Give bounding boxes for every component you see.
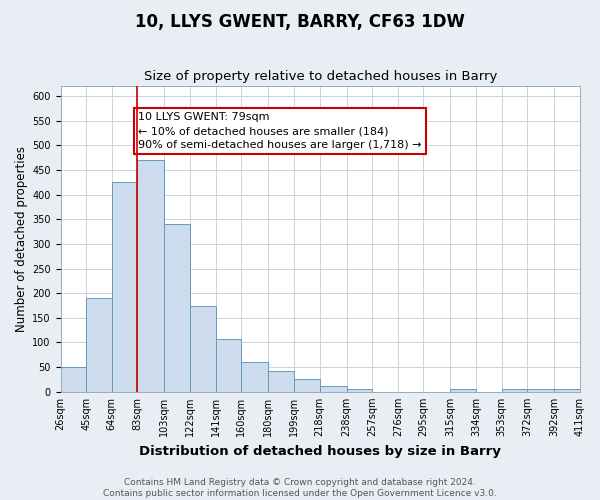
Bar (190, 306, 215, 392)
X-axis label: Distribution of detached houses by size in Barry: Distribution of detached houses by size … (139, 444, 501, 458)
Text: 10, LLYS GWENT, BARRY, CF63 1DW: 10, LLYS GWENT, BARRY, CF63 1DW (135, 12, 465, 30)
Bar (112, 182, 137, 392)
Bar (268, 370, 294, 392)
Bar (294, 380, 320, 392)
Bar (61, 367, 86, 392)
Y-axis label: Number of detached properties: Number of detached properties (15, 146, 28, 332)
Bar (320, 386, 347, 392)
Bar (554, 390, 580, 392)
Text: 10 LLYS GWENT: 79sqm
← 10% of detached houses are smaller (184)
90% of semi-deta: 10 LLYS GWENT: 79sqm ← 10% of detached h… (139, 112, 422, 150)
Bar (164, 224, 190, 392)
Bar (86, 298, 112, 392)
Bar (451, 390, 476, 392)
Title: Size of property relative to detached houses in Barry: Size of property relative to detached ho… (143, 70, 497, 84)
Bar (527, 390, 554, 392)
Bar (502, 390, 527, 392)
Text: Contains HM Land Registry data © Crown copyright and database right 2024.
Contai: Contains HM Land Registry data © Crown c… (103, 478, 497, 498)
Bar (347, 390, 372, 392)
Bar (241, 362, 268, 392)
Bar (137, 160, 164, 392)
Bar (215, 338, 241, 392)
